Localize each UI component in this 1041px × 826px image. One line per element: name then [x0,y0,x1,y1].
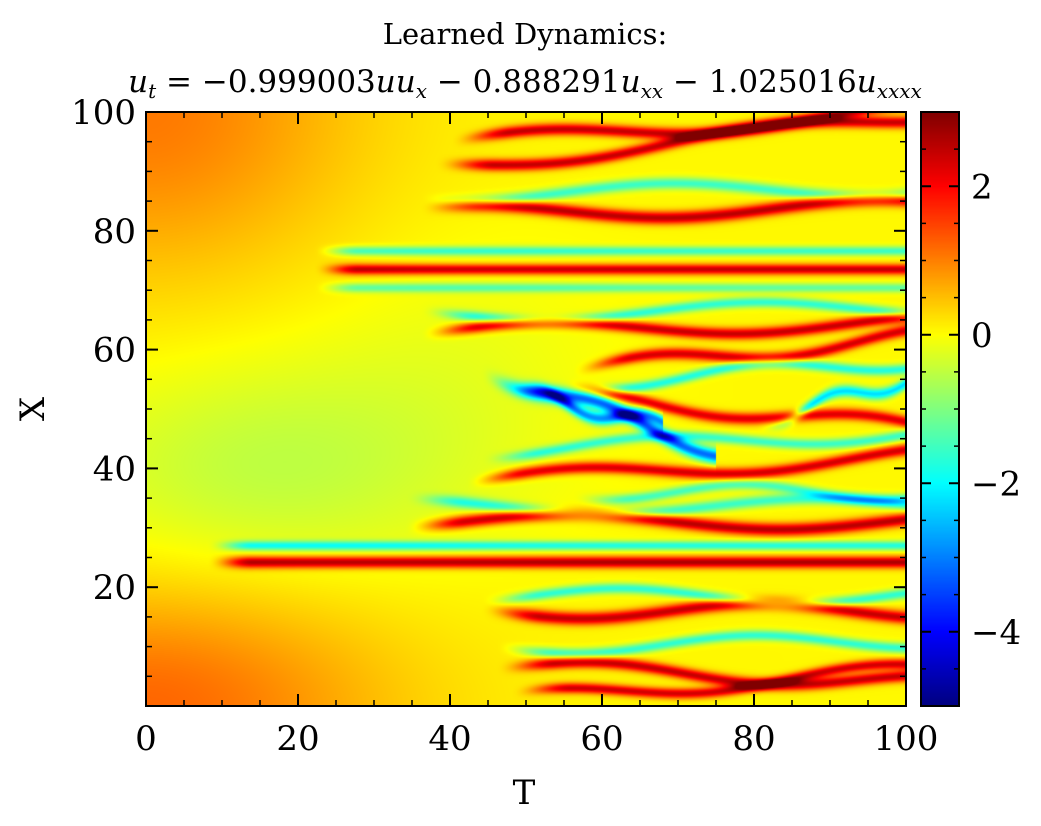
y-tick-label: 80 [93,212,136,252]
heatmap-image [146,112,906,706]
y-tick-label: 100 [71,93,136,133]
y-tick-label: 60 [93,331,136,371]
y-axis-ticks: 20 40 60 80 100 [71,93,906,678]
x-tick-label: 80 [732,719,775,759]
colorbar-tick-label: −2 [971,464,1021,504]
x-tick-label: 60 [580,719,623,759]
eq-lhs: u [128,64,148,100]
y-axis-label: X [13,396,53,421]
x-axis-ticks: 0 20 40 60 80 100 [135,112,938,759]
eq-term-3: u [857,64,877,100]
eq-lhs-sub: t [148,79,157,103]
colorbar-tick-label: 2 [971,167,993,207]
x-tick-label: 100 [874,719,939,759]
eq-term-2: u [621,64,641,100]
y-tick-label: 20 [93,568,136,608]
chart-title-line1: Learned Dynamics: [383,17,667,51]
eq-equals: = [156,64,202,100]
colorbar-tick-label: −4 [971,613,1021,653]
colorbar-tick-label: 0 [971,316,993,356]
x-tick-label: 40 [428,719,471,759]
eq-term-1-sub: x [416,79,427,103]
x-tick-label: 20 [276,719,319,759]
eq-coef-2: − 0.888291 [427,64,621,100]
eq-coef-3: − 1.025016 [663,64,857,100]
eq-term-2-sub: xx [641,79,664,103]
colorbar-ticks: −4 −2 0 2 [921,111,1021,707]
eq-term-3-sub: xxxx [877,79,922,103]
y-tick-label: 40 [93,449,136,489]
x-tick-label: 0 [135,719,157,759]
eq-term-1: uu [376,64,416,100]
eq-coef-1: −0.999003 [202,64,376,100]
colorbar [921,112,959,706]
chart-title-equation: ut = −0.999003uux − 0.888291uxx − 1.0250… [128,64,922,103]
x-axis-label: T [513,773,536,813]
